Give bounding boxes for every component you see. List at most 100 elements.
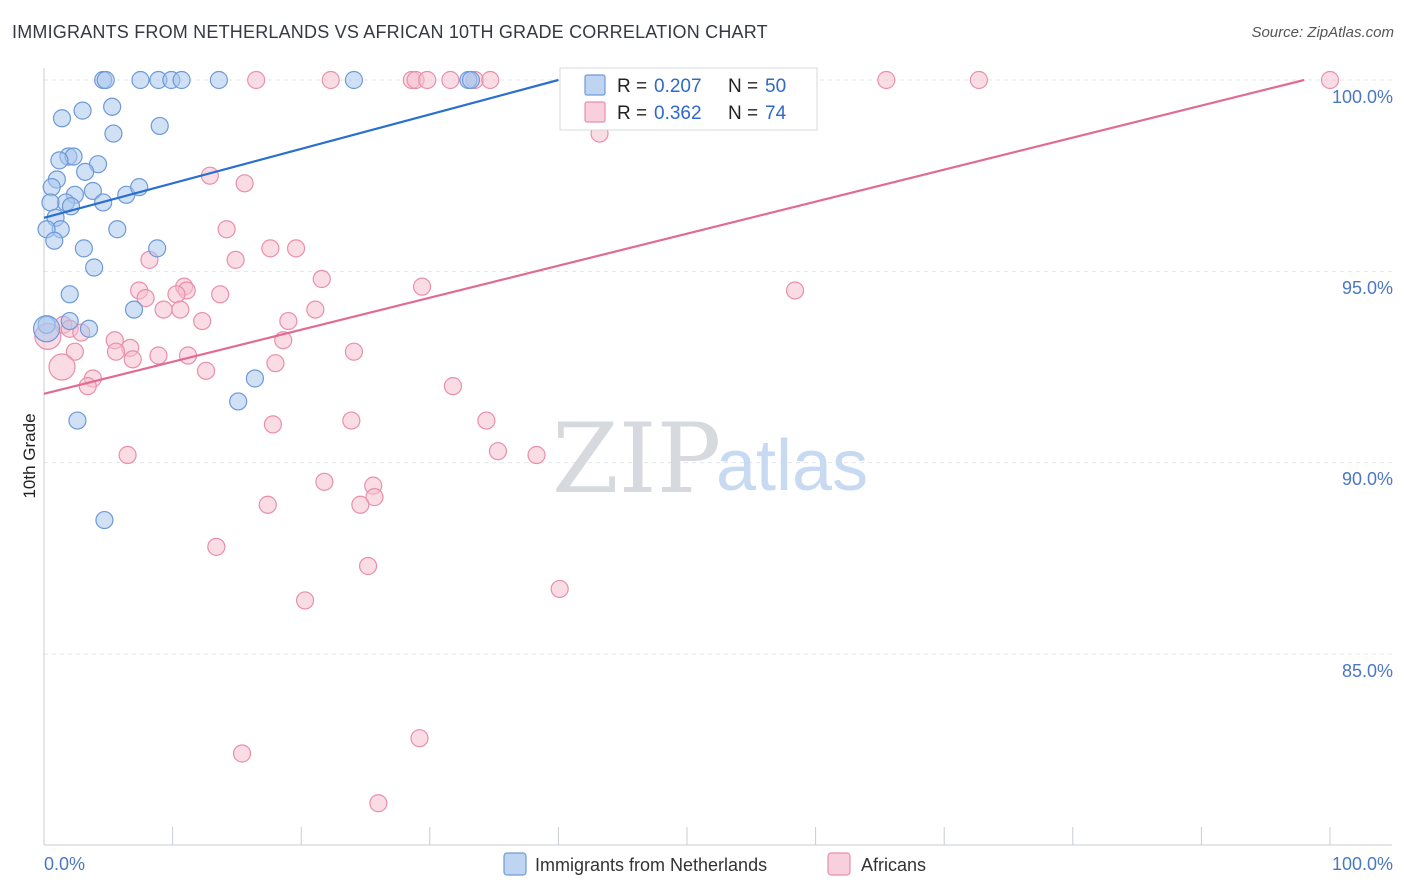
- africans-point-51: [78, 377, 97, 396]
- africans-point-42: [106, 342, 126, 361]
- netherlands-point-45: [68, 411, 87, 430]
- africans-point-1: [321, 70, 340, 90]
- netherlands-point-12: [103, 97, 122, 116]
- netherlands-point-22: [83, 181, 102, 201]
- y-tick-label-90: 90.0%: [1342, 469, 1393, 489]
- africans-point-8: [877, 70, 896, 90]
- africans-point-34: [193, 311, 212, 331]
- africans-point-48: [196, 361, 216, 380]
- stats-swatch-netherlands: [584, 74, 606, 96]
- africans-point-67: [295, 591, 315, 610]
- netherlands-point-38: [60, 285, 79, 304]
- netherlands-point-large-0: [32, 315, 61, 343]
- netherlands-point-13: [150, 116, 169, 136]
- netherlands-point-34: [45, 231, 64, 250]
- africans-point-47: [65, 342, 84, 361]
- netherlands-point-18: [50, 151, 69, 170]
- africans-point-9: [969, 70, 989, 90]
- legend-label-netherlands: Immigrants from Netherlands: [535, 855, 767, 875]
- watermark-atlas: atlas: [716, 426, 868, 506]
- africans-point-68: [410, 729, 429, 748]
- grid-lines: [44, 79, 1392, 655]
- netherlands-point-10: [52, 109, 72, 128]
- netherlands-point-11: [73, 101, 92, 120]
- y-tick-label-95: 95.0%: [1342, 278, 1393, 298]
- netherlands-point-28: [41, 193, 60, 212]
- africans-point-26: [167, 285, 186, 304]
- x-tick-label-min: 0.0%: [44, 854, 85, 874]
- africans-point-16: [235, 174, 254, 193]
- netherlands-point-9: [461, 70, 481, 90]
- africans-point-28: [412, 277, 432, 296]
- chart-title: IMMIGRANTS FROM NETHERLANDS VS AFRICAN 1…: [12, 22, 768, 42]
- africans-point-33: [306, 300, 325, 319]
- africans-point-10: [1320, 70, 1340, 90]
- stats-r-label-netherlands: R =: [617, 76, 647, 97]
- africans-point-55: [263, 415, 283, 434]
- africans-point-56: [118, 445, 137, 465]
- africans-point-69: [232, 744, 252, 763]
- stats-swatch-africans: [584, 101, 606, 123]
- netherlands-point-2: [131, 70, 150, 90]
- africans-point-30: [136, 289, 155, 308]
- netherlands-point-6: [209, 70, 228, 90]
- africans-point-61: [365, 488, 384, 507]
- africans-point-11: [481, 70, 500, 90]
- watermark-zip: ZIP: [552, 403, 721, 515]
- netherlands-point-43: [245, 369, 265, 388]
- africans-point-4: [418, 70, 437, 90]
- y-tick-label-85: 85.0%: [1342, 661, 1393, 681]
- africans-point-65: [358, 556, 378, 576]
- legend-swatch-africans: [827, 852, 851, 876]
- netherlands-point-40: [60, 311, 79, 331]
- africans-point-27: [211, 285, 230, 304]
- africans-point-35: [279, 311, 298, 331]
- netherlands-point-7: [344, 70, 364, 90]
- legend-swatch-netherlands: [503, 852, 527, 876]
- africans-point-59: [315, 472, 334, 491]
- netherlands-point-46: [95, 510, 114, 530]
- africans-point-53: [477, 411, 496, 430]
- netherlands-point-1: [96, 70, 115, 90]
- netherlands-point-21: [42, 178, 61, 197]
- legend-label-africans: Africans: [861, 855, 926, 875]
- africans-point-70: [369, 794, 388, 813]
- africans-point-49: [266, 354, 285, 373]
- trend-lines: [43, 78, 1305, 395]
- africans-point-31: [154, 300, 173, 319]
- africans-point-63: [351, 495, 370, 514]
- africans-point-64: [207, 537, 226, 556]
- y-tick-label-100: 100.0%: [1332, 87, 1393, 107]
- africans-point-52: [443, 377, 463, 396]
- stats-n-value-netherlands: 50: [765, 76, 786, 97]
- stats-r-value-netherlands: 0.207: [654, 76, 702, 97]
- stats-r-label-africans: R =: [617, 103, 647, 124]
- netherlands-point-36: [148, 239, 167, 258]
- source-credit: Source: ZipAtlas.com: [1251, 24, 1394, 41]
- netherlands-point-35: [74, 239, 93, 258]
- africans-point-19: [286, 239, 306, 258]
- africans-point-22: [312, 269, 331, 289]
- netherlands-point-5: [172, 70, 191, 90]
- y-axis-title: 10th Grade: [20, 413, 39, 498]
- africans-point-29: [785, 281, 805, 300]
- africans-point-32: [171, 300, 190, 319]
- stats-legend: R = 0.207 N = 50 R = 0.362 N = 74: [559, 67, 818, 131]
- africans-point-46: [344, 342, 364, 361]
- africans-point-18: [261, 239, 280, 258]
- netherlands-trend-line: [43, 78, 559, 219]
- africans-point-43: [123, 350, 142, 369]
- africans-points: [34, 70, 1340, 813]
- bottom-legend: Immigrants from Netherlands Africans: [503, 852, 926, 876]
- netherlands-point-14: [104, 124, 123, 143]
- netherlands-point-39: [124, 300, 144, 319]
- netherlands-point-19: [76, 162, 95, 181]
- africans-point-large-1: [48, 353, 76, 381]
- stats-n-value-africans: 74: [765, 103, 787, 124]
- netherlands-point-44: [229, 392, 248, 411]
- stats-n-label-netherlands: N =: [728, 76, 758, 97]
- africans-point-54: [342, 411, 361, 430]
- africans-point-62: [258, 495, 277, 514]
- netherlands-points: [32, 70, 481, 530]
